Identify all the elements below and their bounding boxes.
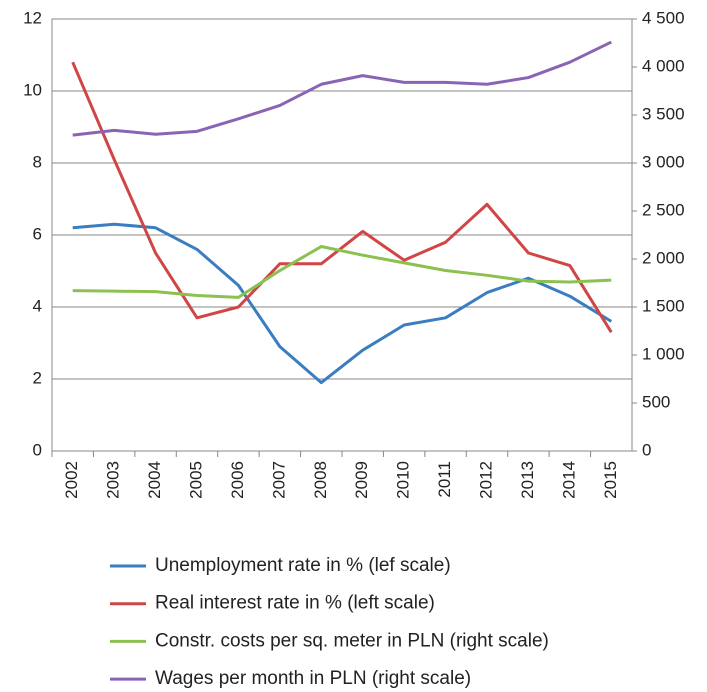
y-tick-label: 12 — [23, 8, 42, 27]
y-tick-label: 4 — [33, 296, 42, 315]
y-tick-label: 0 — [33, 440, 42, 459]
y2-tick-label: 2 000 — [642, 248, 685, 267]
x-tick-label: 2012 — [476, 461, 495, 499]
x-tick-label: 2004 — [145, 461, 164, 499]
y-tick-label: 6 — [33, 224, 42, 243]
x-tick-label: 2010 — [394, 461, 413, 499]
x-tick-label: 2008 — [311, 461, 330, 499]
x-tick-label: 2003 — [104, 461, 123, 499]
series-line — [72, 245, 612, 299]
y2-tick-label: 4 000 — [642, 56, 685, 75]
x-tick-label: 2014 — [559, 461, 578, 499]
x-tick-label: 2005 — [186, 461, 205, 499]
y-tick-label: 10 — [23, 80, 42, 99]
y2-tick-label: 500 — [642, 392, 670, 411]
legend-label: Wages per month in PLN (right scale) — [155, 668, 471, 689]
x-tick-label: 2011 — [435, 461, 454, 498]
legend-label: Constr. costs per sq. meter in PLN (righ… — [155, 630, 549, 651]
y2-tick-label: 4 500 — [642, 8, 685, 27]
y2-tick-label: 1 000 — [642, 344, 685, 363]
x-tick-label: 2007 — [269, 461, 288, 499]
x-tick-label: 2013 — [518, 461, 537, 499]
series-line — [72, 40, 612, 137]
x-tick-label: 2006 — [228, 461, 247, 499]
x-tick-label: 2009 — [352, 461, 371, 499]
y2-tick-label: 1 500 — [642, 296, 685, 315]
series-line — [71, 61, 613, 333]
legend-label: Real interest rate in % (left scale) — [155, 593, 435, 614]
y2-tick-label: 2 500 — [642, 200, 685, 219]
legend-label: Unemployment rate in % (lef scale) — [155, 555, 451, 576]
y2-tick-label: 3 500 — [642, 104, 685, 123]
x-tick-label: 2015 — [601, 461, 620, 499]
y-tick-label: 2 — [33, 368, 42, 387]
x-tick-label: 2002 — [62, 461, 81, 499]
y-tick-label: 8 — [33, 152, 42, 171]
y2-tick-label: 0 — [642, 440, 651, 459]
y2-tick-label: 3 000 — [642, 152, 685, 171]
